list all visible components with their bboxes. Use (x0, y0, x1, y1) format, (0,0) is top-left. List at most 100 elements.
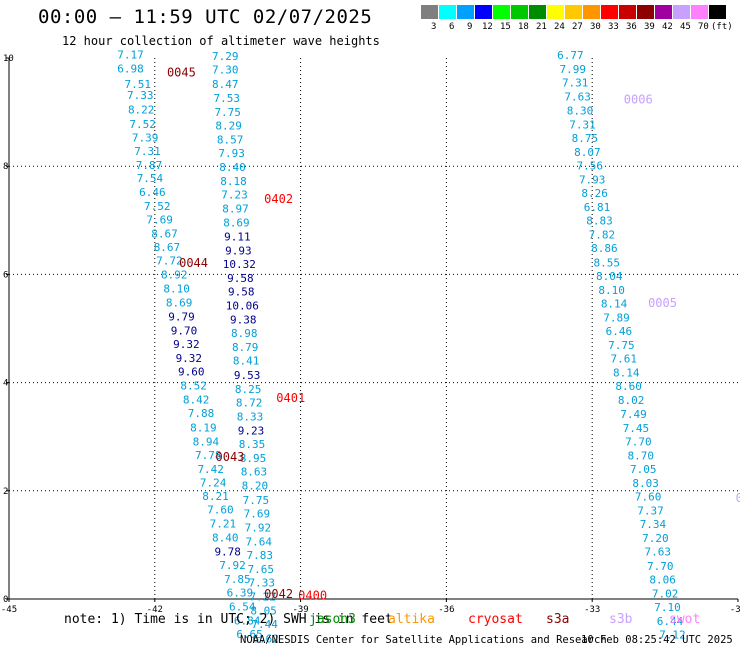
swh-value: 7.65 (247, 563, 274, 576)
swh-value: 7.64 (246, 535, 273, 548)
lon-tick-label: -33 (584, 605, 600, 615)
lat-tick-label: 6 (3, 270, 8, 280)
swh-value: 6.39 (227, 586, 254, 599)
legend-swatch (511, 5, 528, 19)
swh-value: 8.03 (632, 477, 659, 490)
lon-tick-label: -39 (292, 605, 308, 615)
legend-label: 9 (467, 22, 473, 32)
swh-value: 7.52 (144, 200, 171, 213)
chart-subtitle: 12 hour collection of altimeter wave hei… (62, 34, 380, 48)
lon-tick-label: -42 (147, 605, 163, 615)
swh-value: 7.31 (562, 77, 589, 90)
swh-value: 6.98 (117, 63, 144, 76)
swh-value: 8.83 (586, 215, 613, 228)
swh-value: 7.52 (129, 118, 156, 131)
swh-value: 7.88 (188, 407, 215, 420)
legend-swatch (709, 5, 726, 19)
swh-value: 7.92 (245, 521, 272, 534)
swh-value: 7.75 (214, 106, 241, 119)
legend-label: 70 (698, 22, 709, 32)
swh-value: 6.81 (584, 201, 611, 214)
swh-value: 6.44 (657, 615, 684, 628)
swh-value: 8.29 (215, 119, 242, 132)
swh-value: 7.39 (132, 131, 159, 144)
swh-value: 7.93 (218, 147, 245, 160)
swh-value: 6.46 (139, 186, 166, 199)
swh-value: 9.70 (171, 324, 198, 337)
swh-value: 8.70 (628, 449, 655, 462)
satellite-swot: swot (669, 612, 701, 627)
issued-timestamp: 10 Feb 08:25:42 UTC 2025 (581, 634, 733, 646)
swh-value: 9.93 (225, 244, 252, 257)
swh-value: 7.56 (577, 159, 604, 172)
swh-value: 7.61 (611, 353, 638, 366)
lon-tick-label: -30 (730, 605, 740, 615)
lat-tick-label: 10 (3, 54, 14, 64)
legend-swatch (655, 5, 672, 19)
legend-label: 6 (449, 22, 455, 32)
swh-value: 7.83 (247, 549, 274, 562)
swh-value: 8.04 (596, 270, 623, 283)
swh-value: 7.63 (564, 91, 591, 104)
legend-label: 24 (554, 22, 565, 32)
swh-value: 8.75 (572, 132, 599, 145)
swh-value: 7.69 (244, 507, 271, 520)
swh-value: 8.41 (233, 355, 260, 368)
swh-value: 9.23 (238, 425, 265, 438)
credit-text: NOAA/NESDIS Center for Satellite Applica… (240, 634, 607, 646)
swh-value: 9.11 (224, 230, 251, 243)
legend-swatch (547, 5, 564, 19)
swh-value: 7.93 (579, 174, 606, 187)
swh-value: 7.42 (197, 463, 224, 476)
track-0402-0400: 7.297.308.477.537.758.298.577.938.408.18… (212, 50, 279, 645)
swh-value: 7.05 (630, 463, 657, 476)
lat-tick-label: 8 (3, 162, 8, 172)
pass-label: 0401 (276, 391, 305, 405)
legend-label: 42 (662, 22, 673, 32)
legend-label: 18 (518, 22, 529, 32)
swh-value: 9.79 (168, 310, 195, 323)
swh-value: 7.17 (117, 49, 144, 62)
swh-value: 7.10 (654, 601, 681, 614)
lon-tick-label: -45 (1, 605, 17, 615)
swh-value: 7.89 (603, 311, 630, 324)
swh-value: 8.72 (236, 396, 263, 409)
legend-swatch (601, 5, 618, 19)
pass-label: 0043 (216, 450, 245, 464)
swh-value: 7.31 (134, 145, 161, 158)
swh-value: 8.19 (190, 421, 217, 434)
swh-value: 7.12 (659, 628, 686, 641)
legend-swatch (475, 5, 492, 19)
swh-value: 8.42 (183, 394, 210, 407)
pass-label: 0005 (648, 296, 677, 310)
map-grid: -45 -42 -39 -36 -33 -30 0 2 4 6 8 10 (1, 54, 740, 615)
swh-value: 6.77 (557, 49, 584, 62)
legend-unit: (ft) (711, 22, 733, 32)
legend-swatch (529, 5, 546, 19)
legend-swatch (457, 5, 474, 19)
swh-value: 7.45 (623, 422, 650, 435)
swh-value: 9.58 (228, 285, 255, 298)
legend-label: 21 (536, 22, 547, 32)
legend-swatch (619, 5, 636, 19)
swh-value: 7.33 (248, 577, 275, 590)
pass-label: 0402 (264, 192, 293, 206)
swh-value: 8.26 (581, 187, 608, 200)
swh-value: 8.35 (239, 438, 266, 451)
swh-value: 8.60 (615, 380, 642, 393)
swh-value: 8.20 (242, 480, 269, 493)
legend-swatch (565, 5, 582, 19)
swh-value: 8.05 (250, 605, 277, 618)
swh-value: 9.38 (230, 314, 257, 327)
lat-tick-label: 4 (3, 379, 8, 389)
swh-value: 7.21 (210, 518, 237, 531)
pass-label: 0044 (179, 256, 208, 270)
pass-label: 0042 (264, 587, 293, 601)
swh-value: 8.79 (232, 341, 259, 354)
swh-value: 8.63 (241, 466, 268, 479)
legend-label: 15 (500, 22, 511, 32)
swh-value: 8.69 (223, 216, 250, 229)
pass-label: 0004 (736, 491, 740, 505)
swh-value: 7.33 (127, 89, 154, 102)
